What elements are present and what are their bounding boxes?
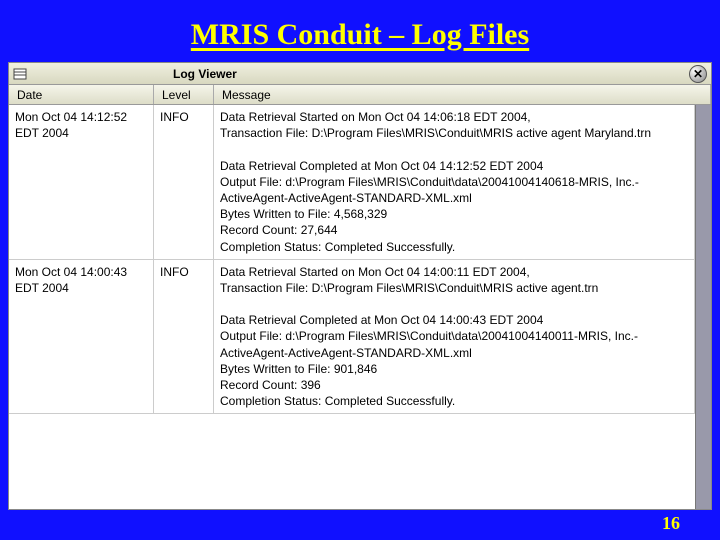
cell-message: Data Retrieval Started on Mon Oct 04 14:… [214,260,695,414]
log-viewer-window: Log Viewer ✕ Date Level Message Mon Oct … [8,62,712,510]
rows-container: Mon Oct 04 14:12:52 EDT 2004 INFO Data R… [9,105,695,509]
table-body: Mon Oct 04 14:12:52 EDT 2004 INFO Data R… [9,105,711,509]
page-number: 16 [662,513,680,534]
slide-title: MRIS Conduit – Log Files [0,0,720,62]
column-header-level[interactable]: Level [154,85,214,104]
table-row[interactable]: Mon Oct 04 14:00:43 EDT 2004 INFO Data R… [9,260,695,415]
app-icon [13,67,27,81]
table-header: Date Level Message [9,85,711,105]
window-title: Log Viewer [33,67,689,81]
cell-level: INFO [154,260,214,414]
vertical-scrollbar[interactable] [695,105,711,509]
cell-message: Data Retrieval Started on Mon Oct 04 14:… [214,105,695,259]
close-icon: ✕ [693,67,703,81]
column-header-date[interactable]: Date [9,85,154,104]
cell-date: Mon Oct 04 14:00:43 EDT 2004 [9,260,154,414]
titlebar: Log Viewer ✕ [9,63,711,85]
cell-date: Mon Oct 04 14:12:52 EDT 2004 [9,105,154,259]
cell-level: INFO [154,105,214,259]
close-button[interactable]: ✕ [689,65,707,83]
table-row[interactable]: Mon Oct 04 14:12:52 EDT 2004 INFO Data R… [9,105,695,260]
column-header-message[interactable]: Message [214,85,711,104]
